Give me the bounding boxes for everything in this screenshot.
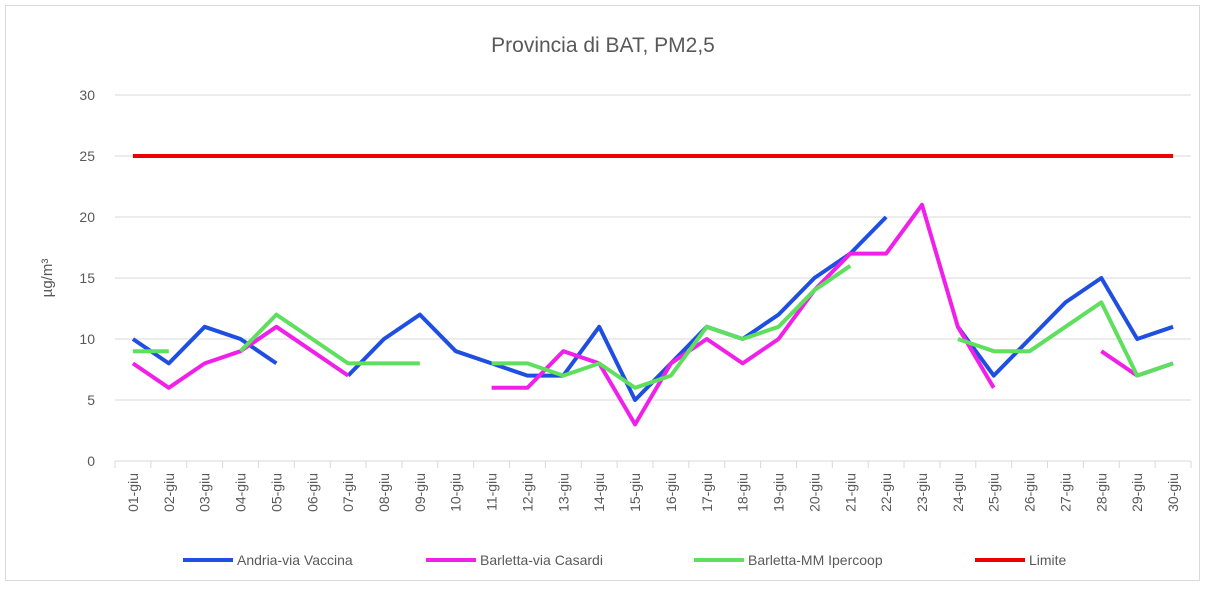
x-tick-label: 03-giu <box>197 473 213 512</box>
x-tick-label: 02-giu <box>161 473 177 512</box>
y-tick-label: 25 <box>79 148 95 164</box>
chart-border <box>5 5 1200 581</box>
x-tick-label: 09-giu <box>412 473 428 512</box>
x-tick-label: 29-giu <box>1129 473 1145 512</box>
x-tick-label: 08-giu <box>376 473 392 512</box>
legend-label: Andria-via Vaccina <box>237 552 353 568</box>
x-tick-label: 26-giu <box>1022 473 1038 512</box>
series-line <box>131 215 1174 402</box>
y-tick-label: 10 <box>79 331 95 347</box>
x-tick-label: 04-giu <box>233 473 249 512</box>
x-tick-label: 05-giu <box>268 473 284 512</box>
x-tick-label: 15-giu <box>627 473 643 512</box>
y-axis-label: µg/m³ <box>39 259 56 298</box>
y-tick-label: 0 <box>87 453 95 469</box>
x-tick-label: 20-giu <box>806 473 822 512</box>
x-tick-label: 12-giu <box>519 473 535 512</box>
legend-label: Limite <box>1029 552 1067 568</box>
x-tick-label: 22-giu <box>878 473 894 512</box>
x-tick-label: 06-giu <box>304 473 320 512</box>
y-tick-label: 20 <box>79 209 95 225</box>
x-tick-label: 30-giu <box>1165 473 1181 512</box>
series-line <box>132 264 1174 390</box>
legend-label: Barletta-via Casardi <box>480 552 603 568</box>
x-tick-label: 19-giu <box>771 473 787 512</box>
x-tick-label: 13-giu <box>555 473 571 512</box>
y-tick-label: 15 <box>79 270 95 286</box>
x-tick-label: 23-giu <box>914 473 930 512</box>
x-tick-label: 10-giu <box>448 473 464 512</box>
y-tick-label: 30 <box>79 87 95 103</box>
x-tick-label: 07-giu <box>340 473 356 512</box>
x-tick-label: 17-giu <box>699 473 715 512</box>
chart-title: Provincia di BAT, PM2,5 <box>491 34 715 57</box>
x-tick-label: 21-giu <box>842 473 858 512</box>
x-tick-label: 25-giu <box>986 473 1002 512</box>
x-tick-label: 28-giu <box>1093 473 1109 512</box>
x-tick-label: 24-giu <box>950 473 966 512</box>
x-tick-label: 16-giu <box>663 473 679 512</box>
x-tick-label: 14-giu <box>591 473 607 512</box>
x-tick-label: 18-giu <box>735 473 751 512</box>
x-tick-label: 27-giu <box>1057 473 1073 512</box>
legend-label: Barletta-MM Ipercoop <box>748 552 883 568</box>
y-tick-label: 5 <box>87 392 95 408</box>
x-tick-label: 01-giu <box>125 473 141 512</box>
x-tick-label: 11-giu <box>484 473 500 511</box>
